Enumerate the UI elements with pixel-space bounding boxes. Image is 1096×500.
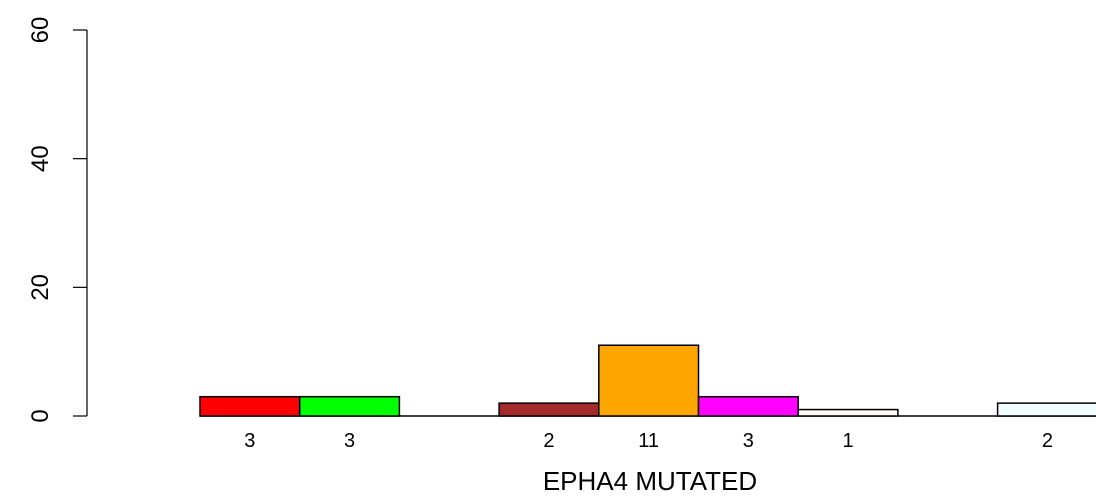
y-tick-label: 40 <box>27 145 54 172</box>
bar-value-label: 3 <box>743 430 754 452</box>
y-tick-label: 0 <box>27 409 54 422</box>
bar-value-label: 3 <box>344 430 355 452</box>
bar-labels: 3 3 2 11 3 1 2 <box>244 430 1053 452</box>
bar <box>298 395 401 417</box>
bar <box>996 402 1096 417</box>
bar-value-label: 2 <box>543 430 554 452</box>
bar <box>797 408 899 417</box>
bar-value-label: 11 <box>638 430 659 452</box>
bar <box>598 344 700 417</box>
bar-value-label: 2 <box>1042 430 1053 452</box>
y-tick-label: 60 <box>27 17 54 44</box>
x-axis-title: EPHA4 MUTATED <box>543 466 757 496</box>
y-tick-label: 20 <box>27 274 54 301</box>
bar-value-label: 1 <box>842 430 853 452</box>
bar <box>199 395 301 417</box>
bars <box>199 344 1096 417</box>
bar <box>498 402 600 417</box>
bar <box>697 395 799 417</box>
bar-value-label: 3 <box>244 430 255 452</box>
y-axis: 0 20 40 60 <box>27 17 88 423</box>
